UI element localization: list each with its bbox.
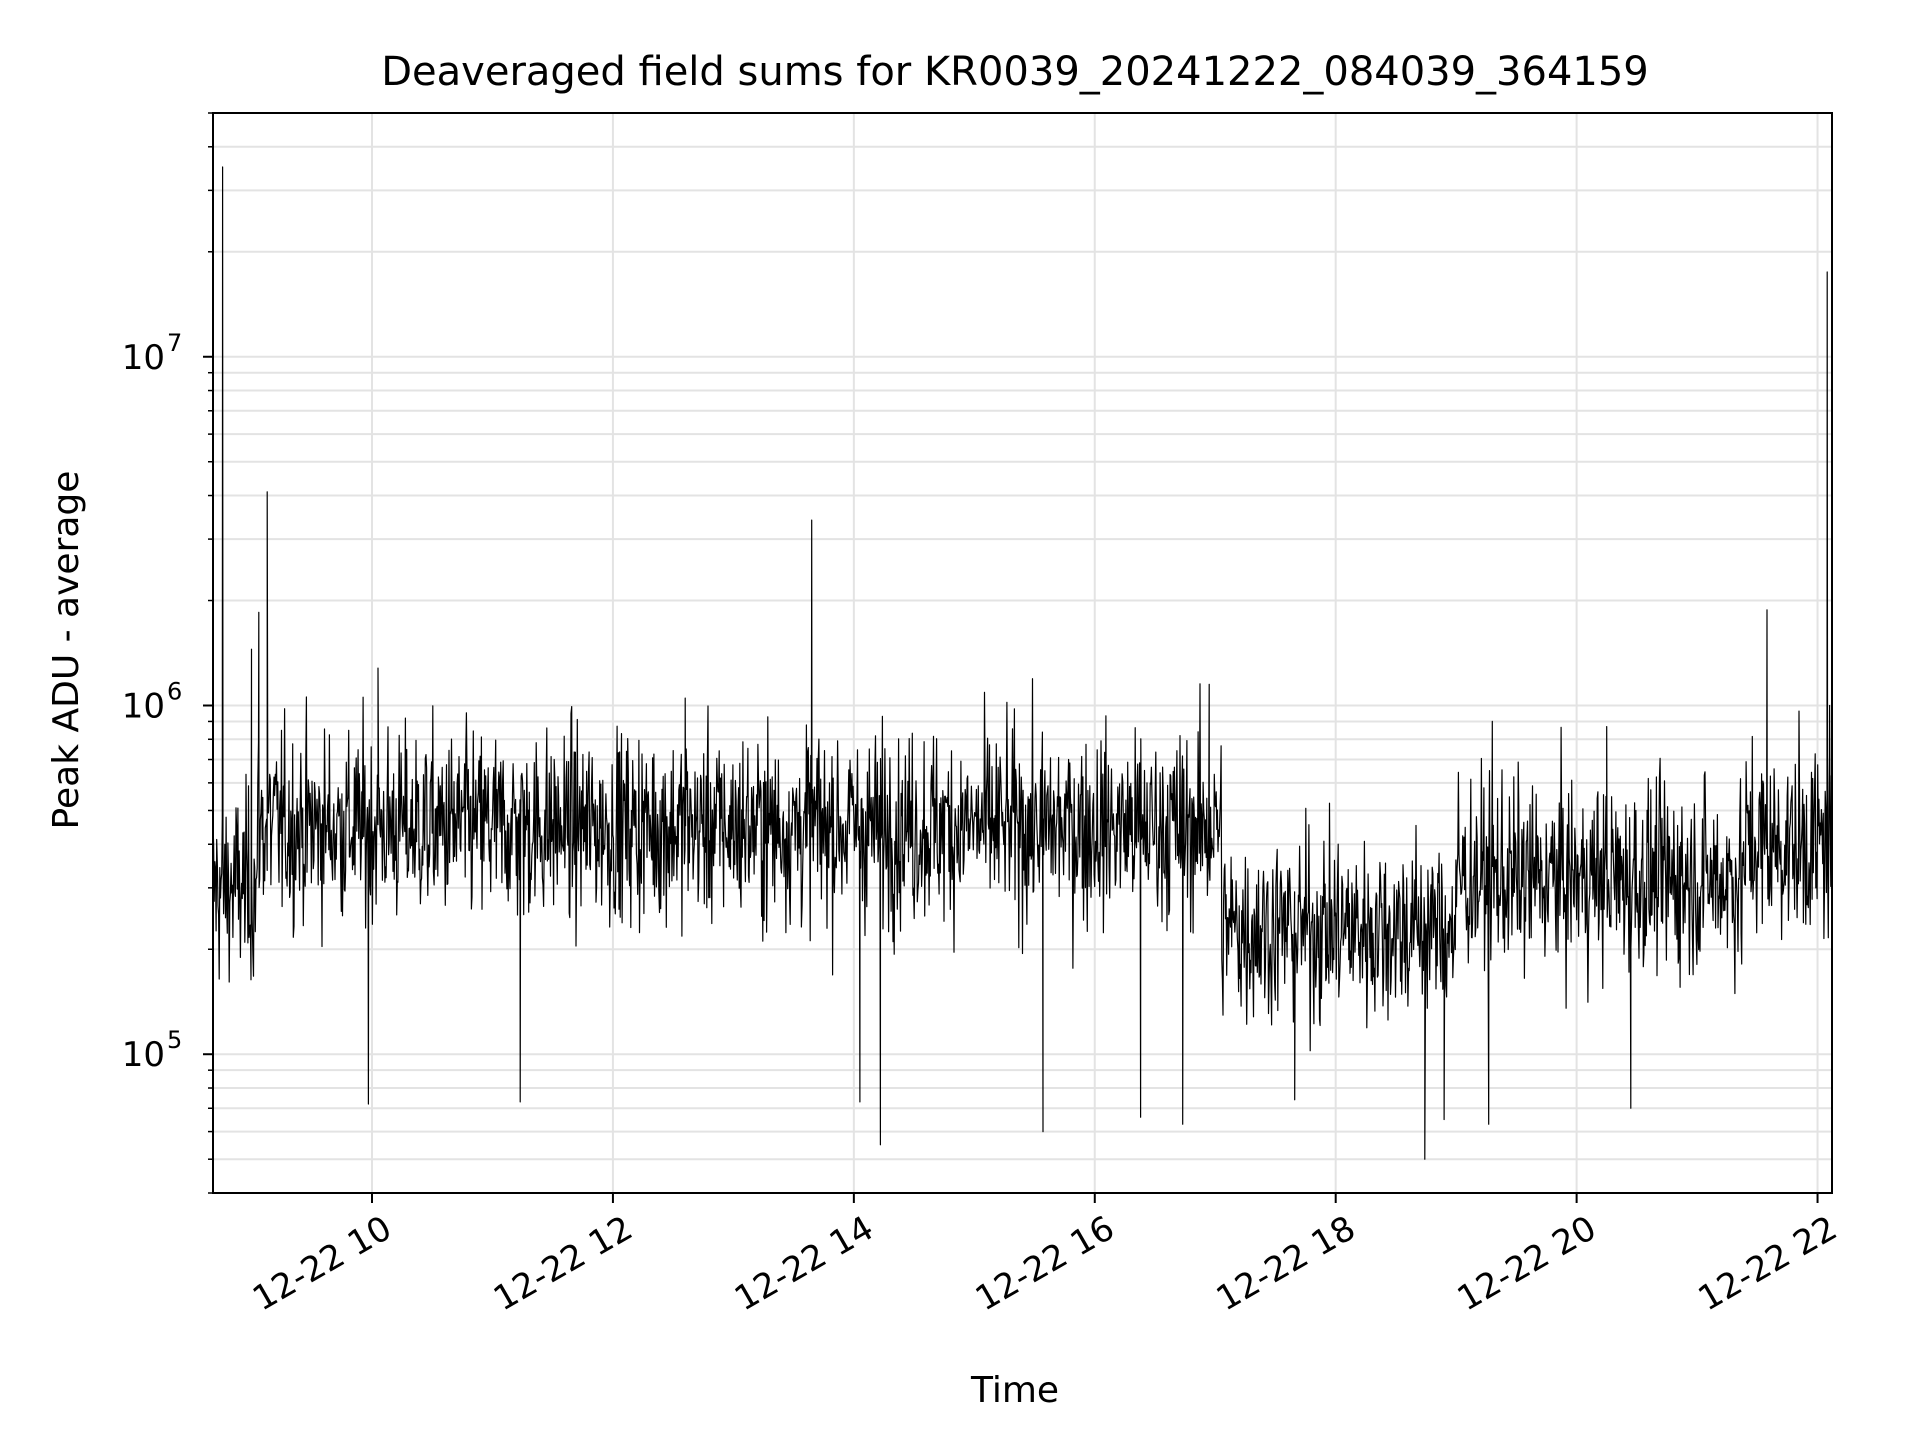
series-line bbox=[212, 166, 1833, 1160]
y-tick-label: 10 bbox=[122, 686, 165, 726]
y-tick-exponent: 6 bbox=[167, 677, 182, 705]
y-tick-label: 10 bbox=[122, 338, 165, 378]
y-tick-exponent: 7 bbox=[167, 329, 182, 357]
chart-title: Deaveraged field sums for KR0039_2024122… bbox=[381, 49, 1649, 95]
plot-frame bbox=[212, 112, 1833, 1194]
series-path bbox=[212, 166, 1833, 1160]
y-minor-ticks bbox=[208, 112, 213, 1194]
x-axis-label: Time bbox=[970, 1370, 1059, 1411]
y-axis-label: Peak ADU - average bbox=[46, 471, 87, 830]
y-tick-exponent: 5 bbox=[167, 1026, 182, 1054]
y-tick-label: 10 bbox=[122, 1035, 165, 1075]
